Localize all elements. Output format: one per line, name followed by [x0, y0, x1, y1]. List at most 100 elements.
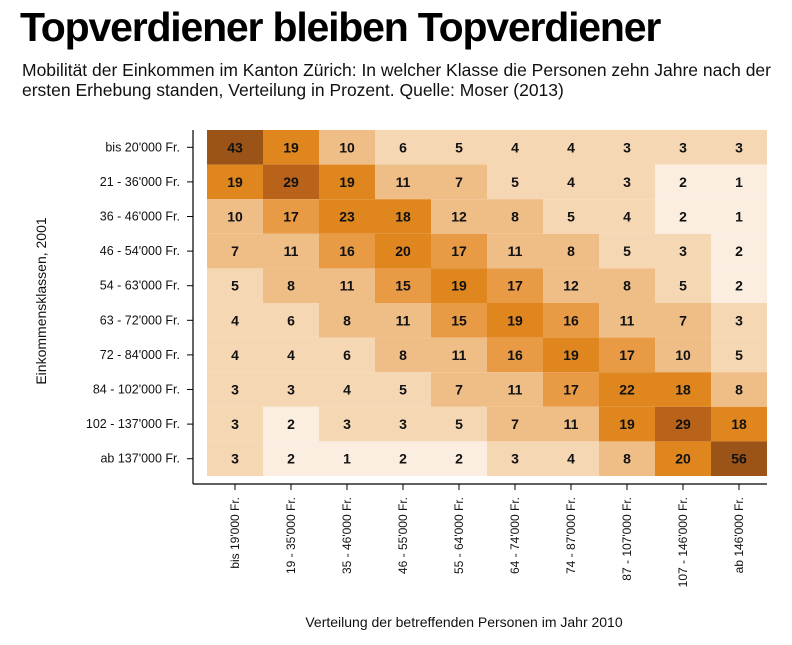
- heatmap-cell: [431, 406, 487, 442]
- cell-value-label: 6: [287, 312, 295, 328]
- heatmap-cell: [431, 372, 487, 407]
- row-tick-label: 63 - 72'000 Fr.: [100, 313, 180, 327]
- cell-value-label: 8: [735, 382, 743, 398]
- column-tick-label: 35 - 46'000 Fr.: [340, 497, 354, 574]
- heatmap-cell: [319, 372, 375, 407]
- cell-value-label: 19: [507, 312, 523, 328]
- heatmap-cell: [543, 303, 599, 338]
- cell-value-label: 2: [679, 174, 687, 190]
- heatmap-cell: [207, 337, 263, 373]
- heatmap-cell: [599, 441, 655, 476]
- cell-value-label: 8: [623, 451, 631, 467]
- heatmap-cell: [711, 441, 767, 476]
- heatmap-cell: [207, 441, 263, 476]
- heatmap-cell: [263, 268, 319, 303]
- cell-value-label: 17: [283, 209, 299, 225]
- cell-value-label: 2: [399, 451, 407, 467]
- cell-value-label: 5: [399, 382, 407, 398]
- cell-value-label: 7: [455, 174, 463, 190]
- row-tick-label: 46 - 54'000 Fr.: [100, 244, 180, 258]
- heatmap-cell: [543, 164, 599, 200]
- cell-value-label: 11: [284, 243, 299, 259]
- heatmap-cell: [655, 233, 711, 269]
- heatmap-cell: [655, 441, 711, 476]
- cell-value-label: 19: [227, 174, 243, 190]
- heatmap-cell: [487, 372, 543, 407]
- chart-subtitle: Mobilität der Einkommen im Kanton Zürich…: [22, 60, 771, 100]
- cell-value-label: 10: [339, 139, 355, 155]
- heatmap-cell: [431, 303, 487, 338]
- row-tick-label: ab 137'000 Fr.: [100, 452, 180, 466]
- heatmap-cells: 43 19 10 6 5 4 4 3 3 319 29 19 11 7 5 4 3 2 110 17 23 18 12 8 5 4…: [207, 130, 767, 476]
- cell-value-label: 23: [339, 209, 355, 225]
- heatmap-cell: [263, 441, 319, 476]
- heatmap-cell: [375, 199, 431, 234]
- cell-value-label: 5: [455, 416, 463, 432]
- chart-title: Topverdiener bleiben Topverdiener: [20, 4, 661, 50]
- heatmap-cell: [319, 130, 375, 165]
- heatmap-cell: [543, 199, 599, 234]
- heatmap-cell: [599, 303, 655, 338]
- cell-value-label: 12: [451, 209, 467, 225]
- y-axis-title: Einkommensklassen, 2001: [33, 217, 49, 385]
- cell-value-label: 17: [451, 243, 467, 259]
- cell-value-label: 2: [735, 243, 743, 259]
- cell-value-label: 19: [619, 416, 635, 432]
- cell-value-label: 29: [675, 416, 691, 432]
- heatmap-cell: [543, 233, 599, 269]
- heatmap-cell: [711, 303, 767, 338]
- cell-value-label: 11: [452, 347, 467, 363]
- heatmap-cell: [263, 372, 319, 407]
- cell-value-label: 18: [731, 416, 747, 432]
- heatmap-cell: [655, 303, 711, 338]
- cell-value-label: 15: [451, 312, 467, 328]
- cell-value-label: 4: [511, 139, 519, 155]
- heatmap-cell: [207, 233, 263, 269]
- cell-value-label: 5: [231, 278, 239, 294]
- heatmap-cell: [263, 337, 319, 373]
- cell-value-label: 17: [563, 382, 579, 398]
- cell-value-label: 3: [343, 416, 351, 432]
- heatmap-cell: [599, 337, 655, 373]
- heatmap-cell: [431, 337, 487, 373]
- cell-value-label: 4: [623, 209, 631, 225]
- cell-value-label: 3: [231, 382, 239, 398]
- heatmap-cell: [543, 372, 599, 407]
- column-tick-label: 55 - 64'000 Fr.: [452, 497, 466, 574]
- cell-value-label: 20: [395, 243, 411, 259]
- cell-value-label: 2: [287, 451, 295, 467]
- cell-value-label: 4: [567, 451, 575, 467]
- cell-value-label: 3: [679, 243, 687, 259]
- cell-value-label: 11: [508, 382, 523, 398]
- cell-value-label: 8: [623, 278, 631, 294]
- heatmap-cell: [487, 164, 543, 200]
- heatmap-cell: [431, 441, 487, 476]
- heatmap-cell: [263, 233, 319, 269]
- row-tick-label: 54 - 63'000 Fr.: [100, 279, 180, 293]
- x-axis-title: Verteilung der betreffenden Personen im …: [305, 614, 623, 630]
- cell-value-label: 5: [455, 139, 463, 155]
- cell-value-label: 11: [508, 243, 523, 259]
- cell-value-label: 56: [731, 451, 747, 467]
- cell-value-label: 12: [563, 278, 579, 294]
- cell-value-label: 10: [675, 347, 691, 363]
- cell-value-label: 7: [231, 243, 239, 259]
- heatmap-cell: [375, 130, 431, 165]
- cell-value-label: 3: [511, 451, 519, 467]
- heatmap-cell: [319, 337, 375, 373]
- heatmap-cell: [319, 164, 375, 200]
- cell-value-label: 3: [231, 416, 239, 432]
- heatmap-cell: [431, 199, 487, 234]
- cell-value-label: 5: [623, 243, 631, 259]
- cell-value-label: 22: [619, 382, 635, 398]
- cell-value-label: 43: [227, 139, 243, 155]
- column-tick-label: bis 19'000 Fr.: [228, 497, 242, 569]
- cell-value-label: 18: [395, 209, 411, 225]
- cell-value-label: 11: [564, 416, 579, 432]
- cell-value-label: 16: [507, 347, 523, 363]
- column-tick-label: 107 - 146'000 Fr.: [676, 497, 690, 587]
- heatmap-cell: [263, 164, 319, 200]
- cell-value-label: 19: [451, 278, 467, 294]
- cell-value-label: 19: [283, 139, 299, 155]
